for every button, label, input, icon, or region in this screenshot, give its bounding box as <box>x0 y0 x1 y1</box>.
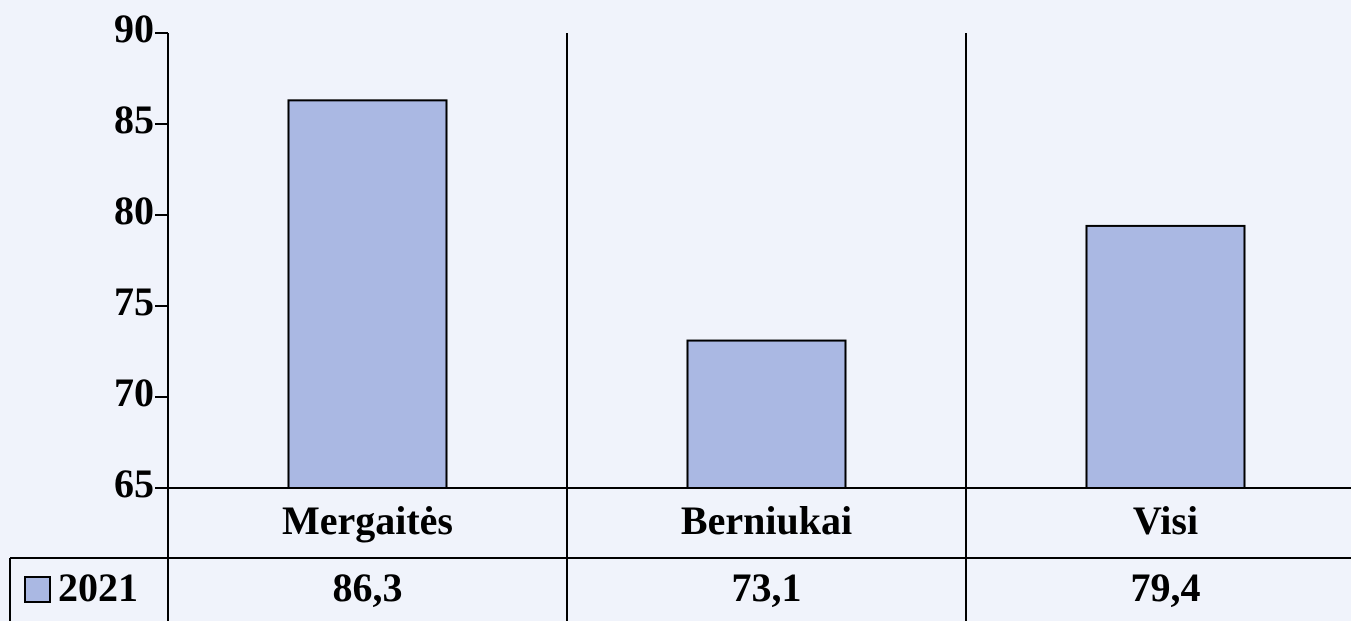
legend-swatch <box>24 576 51 603</box>
data-label: 79,4 <box>1131 565 1201 610</box>
y-tick-label: 85 <box>114 97 154 142</box>
x-tick-label: Mergaitės <box>282 498 453 543</box>
data-label: 73,1 <box>732 565 802 610</box>
bar <box>1085 224 1246 489</box>
y-tick-label: 75 <box>114 279 154 324</box>
y-tick-label: 80 <box>114 188 154 233</box>
bar <box>287 99 448 489</box>
y-tick-label: 70 <box>114 370 154 415</box>
x-tick-label: Berniukai <box>681 498 852 543</box>
legend-label: 2021 <box>58 565 138 610</box>
bar <box>686 339 847 489</box>
y-tick-label: 90 <box>114 6 154 51</box>
y-tick-label: 65 <box>114 461 154 506</box>
x-tick-label: Visi <box>1133 498 1198 543</box>
data-label: 86,3 <box>333 565 403 610</box>
